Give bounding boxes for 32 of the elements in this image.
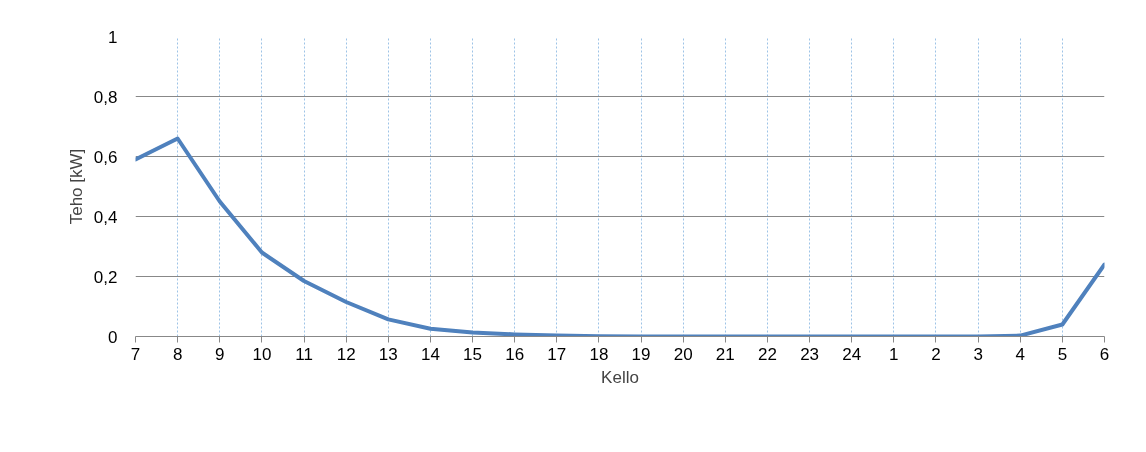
y-axis-title: Teho [kW] [66,148,86,225]
y-tick-label: 1 [108,27,118,47]
x-tick-label: 12 [336,344,356,364]
x-tick-label: 15 [463,344,483,364]
x-tick-label: 3 [973,344,983,364]
x-tick-label: 20 [673,344,693,364]
x-tick-label: 16 [505,344,525,364]
y-tick-label: 0,4 [93,207,118,227]
x-tick-label: 1 [889,344,899,364]
x-tick-label: 14 [420,344,440,364]
x-tick-label: 9 [215,344,225,364]
x-tick-label: 6 [1099,344,1110,364]
x-tick-label: 11 [295,344,313,364]
x-tick-label: 4 [1015,344,1025,364]
x-tick-label: 8 [172,344,183,364]
x-tick-label: 22 [758,344,777,364]
x-tick-label: 18 [589,344,609,364]
x-tick-label: 21 [715,344,735,364]
x-tick-label: 17 [547,344,567,364]
x-tick-label: 23 [800,344,820,364]
x-tick-label: 7 [130,344,141,364]
x-tick-label: 19 [631,344,651,364]
x-tick-label: 10 [252,344,272,364]
x-tick-label: 5 [1057,344,1068,364]
x-tick-label: 2 [931,344,941,364]
y-tick-label: 0 [108,327,118,347]
y-tick-label: 0,2 [93,267,118,287]
y-tick-label: 0,8 [93,87,118,107]
y-tick-label: 0,6 [93,147,118,167]
x-tick-label: 24 [842,344,862,364]
x-tick-label: 13 [378,344,398,364]
x-axis-title: Kello [601,367,639,387]
